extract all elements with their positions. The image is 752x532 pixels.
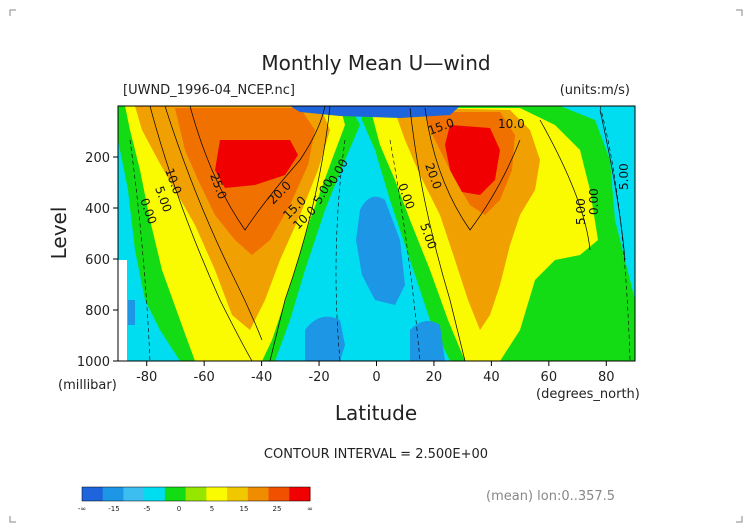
contour-label: 5.00 [574, 198, 588, 225]
x-tick-label: -40 [251, 370, 272, 385]
colorbar-swatch [247, 487, 270, 501]
contour-label: 5.00 [617, 163, 631, 190]
x-axis-title: Latitude [335, 401, 417, 425]
nh-jet-red [445, 125, 500, 195]
colorbar-label: 15 [240, 505, 249, 513]
x-tick-label: -60 [194, 370, 215, 385]
x-tick-label: -20 [308, 370, 329, 385]
x-unit-label: (degrees_north) [536, 387, 640, 402]
x-tick-label: 60 [541, 370, 558, 385]
contour-interval: CONTOUR INTERVAL = 2.500E+00 [264, 447, 488, 462]
x-tick-label: -80 [136, 370, 157, 385]
polar-easterly [128, 300, 135, 325]
contour-field [118, 106, 635, 361]
colorbar-swatch [82, 487, 104, 501]
sh-jet-red [215, 140, 298, 188]
colorbar-swatch [144, 487, 166, 501]
y-unit-label: (millibar) [58, 378, 117, 393]
colorbar-label: 0 [177, 505, 181, 513]
colorbar-swatch [206, 487, 228, 501]
footnote: (mean) lon:0..357.5 [486, 489, 615, 504]
y-tick-label: 600 [85, 253, 110, 268]
colorbar-frame [81, 486, 311, 502]
y-tick-label: 200 [85, 151, 110, 166]
tropical-easterly [356, 196, 405, 305]
contour-lines [149, 106, 626, 361]
colorbar-swatch [185, 487, 207, 501]
colorbar-swatch [268, 487, 290, 501]
colorbar: -∞ -15 -5 0 5 15 25 ∞ [78, 486, 313, 513]
missing-data [118, 260, 127, 361]
colorbar-label: 25 [273, 505, 282, 513]
contour-label: 0.00 [587, 188, 601, 215]
surface-easterly-nh [410, 321, 445, 361]
surface-easterly-sh [305, 316, 345, 361]
y-axis: 200 400 600 800 1000 [77, 151, 118, 370]
x-tick-label: 80 [598, 370, 615, 385]
x-tick-label: 0 [372, 370, 380, 385]
colorbar-label: -5 [144, 505, 151, 513]
colorbar-label: ∞ [307, 505, 313, 513]
colorbar-swatch [289, 487, 311, 501]
y-tick-label: 1000 [77, 355, 110, 370]
x-tick-label: 40 [483, 370, 500, 385]
x-axis: -80 -60 -40 -20 0 20 40 60 80 [136, 361, 615, 385]
contour-label: 10.0 [498, 117, 525, 131]
colorbar-label: -∞ [78, 505, 86, 513]
chart-title: Monthly Mean U—wind [261, 51, 490, 75]
x-tick-label: 20 [426, 370, 443, 385]
colorbar-swatch [123, 487, 145, 501]
y-tick-label: 800 [85, 304, 110, 319]
y-tick-label: 400 [85, 202, 110, 217]
units-label: (units:m/s) [560, 83, 630, 98]
dashed-contours [129, 106, 631, 361]
colorbar-swatch [102, 487, 124, 501]
corner-marks [9, 9, 743, 523]
colorbar-swatch [227, 487, 249, 501]
y-axis-title: Level [47, 207, 71, 260]
upper-easterly [290, 106, 460, 118]
colorbar-label: 5 [210, 505, 214, 513]
colorbar-swatch [164, 487, 187, 501]
dataset-label: [UWND_1996-04_NCEP.nc] [123, 83, 295, 98]
colorbar-label: -15 [108, 505, 119, 513]
